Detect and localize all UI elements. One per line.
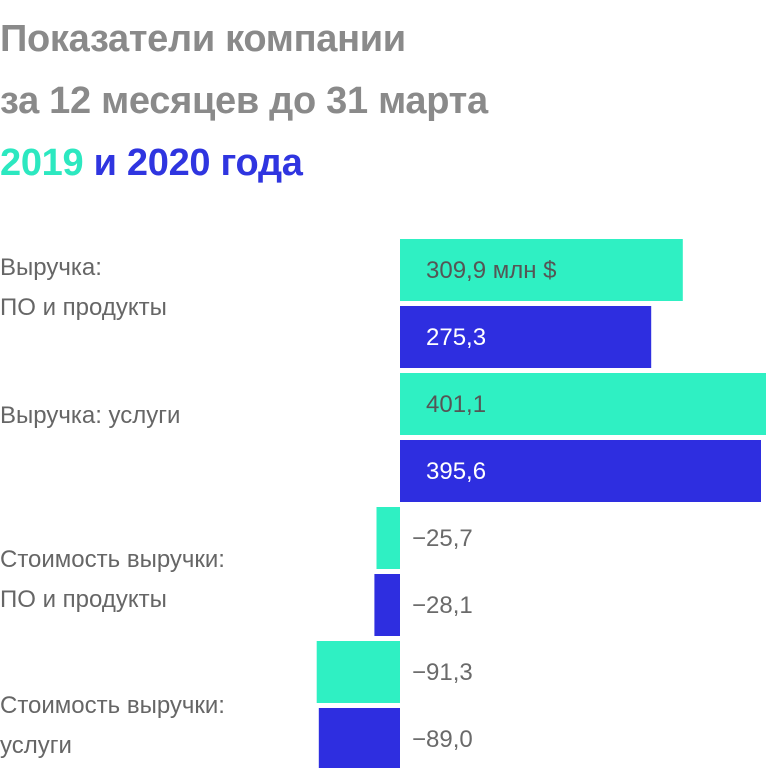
bar-2019-2 <box>376 507 400 569</box>
category-label-line: Выручка: <box>0 254 102 281</box>
data-label-2020-1: 395,6 <box>426 458 486 485</box>
title-line-1: Показатели компании <box>0 18 406 60</box>
category-label-line: Выручка: услуги <box>0 402 181 429</box>
bar-2020-0 <box>400 306 652 368</box>
data-label-2020-3: −89,0 <box>412 726 473 753</box>
category-label-line: услуги <box>0 732 72 759</box>
data-label-2019-3: −91,3 <box>412 659 473 686</box>
category-label-line: ПО и продукты <box>0 586 167 613</box>
chart-title: Показатели компании за 12 месяцев до 31 … <box>0 8 488 194</box>
data-label-2019-0: 309,9 млн $ <box>426 257 557 284</box>
category-label-cost-services: Стоимость выручки: услуги <box>0 686 225 766</box>
category-label-cost-products: Стоимость выручки: ПО и продукты <box>0 540 225 620</box>
bar-2020-3 <box>318 708 400 768</box>
title-year-2020: 2020 года <box>126 142 303 184</box>
category-label-revenue-services: Выручка: услуги <box>0 396 180 436</box>
category-label-line: ПО и продукты <box>0 294 167 321</box>
data-label-2020-0: 275,3 <box>426 324 486 351</box>
bar-2019-3 <box>316 641 400 703</box>
category-label-line: Стоимость выручки: <box>0 692 225 719</box>
category-label-revenue-products: Выручка: ПО и продукты <box>0 248 167 328</box>
data-label-2020-2: −28,1 <box>412 592 473 619</box>
data-label-2019-1: 401,1 <box>426 391 486 418</box>
bar-2019-1 <box>400 373 766 435</box>
title-year-2019: 2019 <box>0 142 84 184</box>
title-conjunction: и <box>83 142 127 184</box>
title-line-2: за 12 месяцев до 31 марта <box>0 80 488 122</box>
bar-2020-1 <box>400 440 761 502</box>
bar-2019-0 <box>400 239 683 301</box>
data-label-2019-2: −25,7 <box>412 525 473 552</box>
title-line-3: 2019 и 2020 года <box>0 132 488 194</box>
category-label-line: Стоимость выручки: <box>0 546 225 573</box>
bar-2020-2 <box>374 574 400 636</box>
